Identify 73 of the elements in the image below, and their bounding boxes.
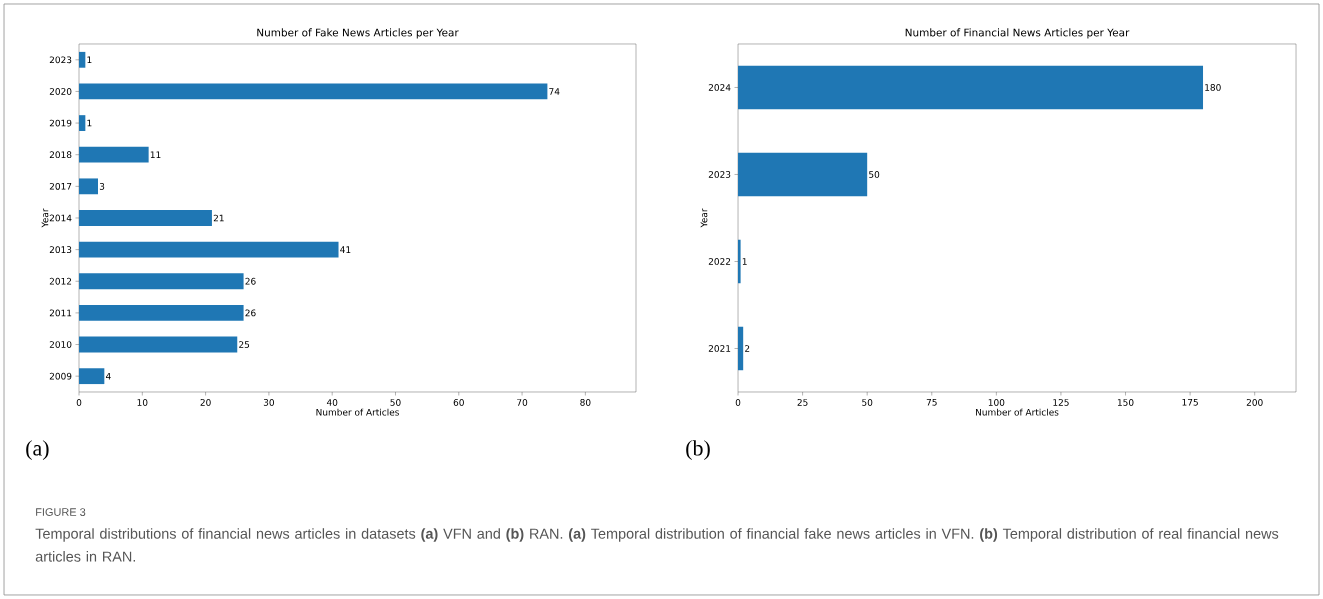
x-tick-label: 70 xyxy=(517,399,528,406)
bar xyxy=(738,152,868,197)
data-label: 26 xyxy=(245,277,256,285)
bar xyxy=(738,65,1204,110)
chart-title: Number of Fake News Articles per Year xyxy=(257,28,459,39)
bar xyxy=(79,273,244,290)
x-axis-title: Number of Articles xyxy=(316,408,399,416)
y-tick-label: 2013 xyxy=(49,246,72,254)
chart-title: Number of Financial News Articles per Year xyxy=(905,28,1130,39)
y-tick-label: 2018 xyxy=(49,151,72,159)
text: (a) xyxy=(26,440,49,461)
bar xyxy=(79,210,212,226)
y-tick-label: 2021 xyxy=(708,345,731,352)
y-tick-label: 2014 xyxy=(49,214,72,222)
data-label: 50 xyxy=(869,171,880,178)
x-tick-label: 40 xyxy=(326,399,338,406)
y-tick-label: 2020 xyxy=(49,88,72,95)
bar xyxy=(79,51,86,68)
bar xyxy=(738,239,741,284)
y-tick-label: 2023 xyxy=(49,56,72,64)
text: (b) xyxy=(686,440,710,461)
data-label: 25 xyxy=(239,341,250,348)
bar xyxy=(79,304,244,321)
data-label: 11 xyxy=(150,151,161,158)
y-tick-label: 2009 xyxy=(49,372,72,380)
x-tick-label: 80 xyxy=(580,399,591,406)
data-label: 3 xyxy=(99,182,105,190)
x-tick-label: 60 xyxy=(453,399,464,406)
bar xyxy=(79,178,98,195)
data-label: 180 xyxy=(1205,84,1221,91)
data-label: 74 xyxy=(549,88,560,95)
data-label: 26 xyxy=(245,309,256,317)
bar xyxy=(738,326,744,371)
x-tick-label: 0 xyxy=(76,399,82,406)
data-label: 1 xyxy=(87,119,92,127)
x-tick-label: 30 xyxy=(263,399,275,406)
x-tick-label: 200 xyxy=(1246,399,1263,406)
data-label: 1 xyxy=(87,56,92,64)
x-tick-label: 50 xyxy=(390,399,401,406)
x-tick-label: 175 xyxy=(1182,399,1198,406)
bar xyxy=(79,83,548,100)
bar xyxy=(79,115,86,131)
y-tick-label: 2017 xyxy=(49,182,72,190)
y-axis-title: Year xyxy=(700,208,708,228)
y-tick-label: 2010 xyxy=(49,341,72,348)
x-tick-label: 20 xyxy=(200,399,211,406)
x-tick-label: 25 xyxy=(797,399,808,406)
x-tick-label: 50 xyxy=(862,399,873,406)
y-tick-label: 2011 xyxy=(49,309,72,317)
x-tick-label: 125 xyxy=(1053,399,1069,406)
bar xyxy=(79,336,238,353)
x-tick-label: 150 xyxy=(1117,399,1134,406)
bar xyxy=(79,146,149,163)
y-tick-label: 2019 xyxy=(49,119,72,127)
y-tick-label: 2023 xyxy=(708,171,731,178)
y-tick-label: 2022 xyxy=(708,258,731,265)
bar xyxy=(79,241,339,258)
x-tick-label: 75 xyxy=(926,399,937,406)
data-label: 4 xyxy=(105,372,111,380)
y-tick-label: 2024 xyxy=(708,84,731,91)
x-tick-label: 100 xyxy=(988,399,1005,406)
text: Temporal distributions of financial news articles in datasets (a) VFN and (b) RAN. (a) Temporal distribution of financial fake news articles in VFN. (b) Temporal distribution of real financial news articles in RAN. xyxy=(35,528,1279,562)
y-tick-label: 2012 xyxy=(49,277,72,285)
data-label: 41 xyxy=(340,246,351,253)
data-label: 2 xyxy=(745,345,750,352)
caption: FIGURE 3 xyxy=(36,508,86,516)
x-tick-label: 10 xyxy=(137,399,148,406)
y-axis-title: Year xyxy=(41,208,49,228)
x-axis-title: Number of Articles xyxy=(976,408,1059,416)
x-tick-label: 0 xyxy=(735,399,741,406)
data-label: 21 xyxy=(213,214,224,222)
bar xyxy=(79,368,105,385)
data-label: 1 xyxy=(742,258,747,265)
